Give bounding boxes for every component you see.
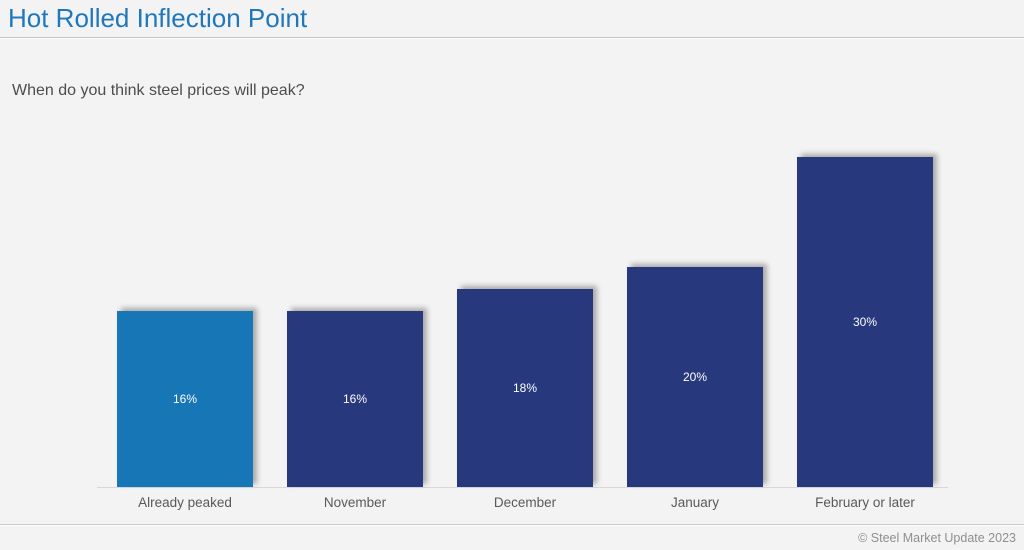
category-label: February or later <box>815 495 915 510</box>
bar-january: 20% <box>627 267 763 487</box>
bar-value-label: 20% <box>682 370 708 384</box>
chart-question: When do you think steel prices will peak… <box>12 82 305 99</box>
bar-already-peaked: 16% <box>117 311 253 487</box>
category-label: January <box>670 495 720 510</box>
copyright: © Steel Market Update 2023 <box>858 531 1016 545</box>
category-labels-row: Already peaked November December January Feb… <box>117 495 933 510</box>
bar-december: 18% <box>457 289 593 487</box>
footer-divider <box>0 524 1024 525</box>
bar-value-label: 30% <box>852 315 878 329</box>
category-label: Already peaked <box>138 495 232 510</box>
bar-value-label: 16% <box>342 392 368 406</box>
category-label: November <box>323 495 387 510</box>
page-title: Hot Rolled Inflection Point <box>8 3 308 33</box>
bars-container: 16% 16% 18% 20% 30% <box>117 157 933 487</box>
title-divider <box>0 37 1024 38</box>
category-label: December <box>493 495 557 510</box>
bar-value-label: 16% <box>172 392 198 406</box>
bar-value-label: 18% <box>512 381 538 395</box>
x-axis-line <box>97 487 948 488</box>
bar-november: 16% <box>287 311 423 487</box>
bar-february-or-later: 30% <box>797 157 933 487</box>
